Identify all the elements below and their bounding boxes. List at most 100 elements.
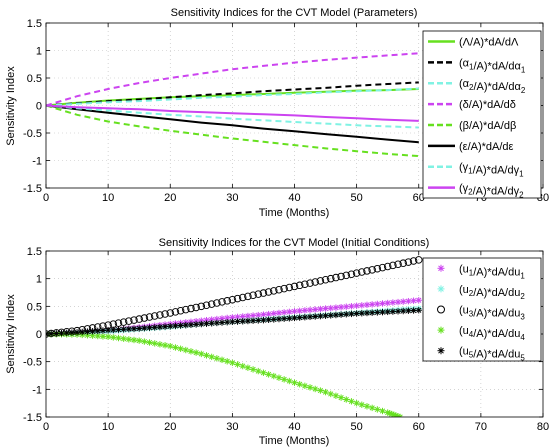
y-axis-label: Sensitivity Index bbox=[5, 66, 17, 146]
data-point bbox=[379, 308, 386, 316]
data-point bbox=[187, 304, 195, 313]
data-point bbox=[347, 270, 356, 278]
y-tick-label: -0.5 bbox=[23, 128, 42, 140]
legend-box bbox=[422, 30, 542, 199]
x-tick-label: 20 bbox=[164, 192, 176, 204]
data-point bbox=[182, 321, 189, 329]
y-tick-label: 0 bbox=[36, 101, 42, 113]
data-point bbox=[172, 322, 179, 330]
data-point bbox=[146, 339, 153, 346]
data-point bbox=[275, 309, 283, 317]
legend-item: (u4/A)*dA/du4 bbox=[437, 325, 525, 342]
data-point bbox=[255, 367, 262, 375]
legend-label: (γ1/A)*dA/dγ1 bbox=[459, 162, 524, 179]
data-point bbox=[125, 336, 133, 343]
data-point bbox=[296, 314, 303, 321]
data-point bbox=[125, 317, 133, 325]
y-tick-label: -1.5 bbox=[23, 412, 42, 424]
data-point bbox=[145, 313, 154, 321]
legend-item: (γ2/A)*dA/dγ2 bbox=[428, 183, 524, 200]
data-point bbox=[363, 267, 371, 275]
data-point bbox=[161, 310, 169, 318]
data-point bbox=[410, 297, 417, 304]
data-point bbox=[239, 318, 246, 325]
data-point bbox=[280, 309, 288, 316]
data-point bbox=[389, 261, 397, 270]
series-line-4 bbox=[46, 52, 419, 107]
legend-swatch bbox=[437, 347, 445, 355]
data-point bbox=[275, 374, 283, 381]
data-point bbox=[172, 344, 179, 351]
legend: (u1/A)*dA/du1 (u2/A)*dA/du2 (u3/A)*dA/du3 (… bbox=[422, 257, 542, 363]
x-tick-label: 20 bbox=[164, 421, 176, 433]
y-tick-label: -0.5 bbox=[23, 357, 42, 369]
data-point bbox=[104, 333, 112, 340]
data-point bbox=[415, 297, 422, 304]
data-point bbox=[415, 307, 422, 314]
data-point bbox=[265, 371, 272, 378]
data-point bbox=[379, 300, 386, 307]
data-point bbox=[213, 355, 221, 362]
data-point bbox=[110, 334, 117, 341]
data-point bbox=[378, 263, 387, 272]
data-point bbox=[156, 311, 164, 319]
data-point bbox=[291, 308, 298, 315]
legend-item: (ε/A)*dA/dε bbox=[428, 141, 514, 153]
y-tick-label: 1.5 bbox=[27, 18, 42, 30]
series-line-5 bbox=[46, 104, 419, 158]
data-point bbox=[322, 388, 329, 396]
legend-swatch bbox=[437, 264, 445, 272]
legend-label: (u3/A)*dA/du3 bbox=[459, 305, 525, 322]
data-point bbox=[130, 316, 138, 324]
legend-label: (δ/A)*dA/dδ bbox=[459, 99, 516, 111]
data-point bbox=[280, 284, 288, 293]
data-point bbox=[249, 291, 257, 300]
data-point bbox=[332, 311, 340, 319]
data-point bbox=[229, 359, 236, 366]
legend-label: (β/A)*dA/dβ bbox=[459, 120, 516, 132]
legend-label: (u4/A)*dA/du4 bbox=[459, 325, 525, 342]
series-line-6 bbox=[46, 104, 419, 144]
data-point bbox=[312, 313, 319, 320]
y-tick-label: 0.5 bbox=[27, 301, 42, 313]
data-point bbox=[265, 316, 272, 323]
data-point bbox=[203, 352, 210, 359]
data-point bbox=[115, 326, 122, 333]
data-point bbox=[343, 396, 350, 403]
data-point bbox=[192, 303, 200, 312]
x-tick-label: 60 bbox=[413, 421, 425, 433]
data-point bbox=[151, 340, 158, 347]
data-point bbox=[348, 398, 355, 405]
data-point bbox=[368, 309, 376, 316]
y-axis-label: Sensitivity Index bbox=[5, 294, 17, 374]
data-point bbox=[332, 273, 340, 282]
data-point bbox=[120, 335, 127, 342]
data-point bbox=[368, 404, 376, 412]
data-point bbox=[270, 372, 277, 380]
legend-item: (β/A)*dA/dβ bbox=[428, 120, 516, 132]
data-point bbox=[166, 309, 174, 317]
data-point bbox=[140, 314, 149, 322]
data-point bbox=[115, 334, 122, 342]
grid bbox=[46, 23, 543, 188]
data-point bbox=[404, 258, 413, 266]
legend: (Λ/A)*dA/dΛ (α1/A)*dA/dα1 (α2/A)*dA/dα2 (δ/… bbox=[422, 30, 542, 200]
data-point bbox=[264, 288, 273, 296]
data-point bbox=[368, 266, 376, 274]
y-tick-label: -1.5 bbox=[23, 183, 42, 195]
data-point bbox=[306, 384, 314, 391]
data-point bbox=[290, 282, 299, 291]
data-point bbox=[317, 387, 324, 394]
x-tick-label: 30 bbox=[226, 192, 238, 204]
data-point bbox=[171, 308, 180, 316]
series-line-8 bbox=[46, 104, 419, 122]
legend-item: (γ1/A)*dA/dγ1 bbox=[428, 162, 524, 179]
data-point bbox=[176, 307, 185, 315]
x-tick-label: 10 bbox=[102, 192, 114, 204]
parameters-chart: Sensitivity Indices for the CVT Model (P… bbox=[5, 7, 549, 219]
data-point bbox=[312, 385, 319, 393]
x-tick-label: 30 bbox=[226, 421, 238, 433]
x-tick-label: 50 bbox=[351, 421, 363, 433]
data-point bbox=[218, 298, 226, 306]
data-point bbox=[327, 304, 334, 312]
